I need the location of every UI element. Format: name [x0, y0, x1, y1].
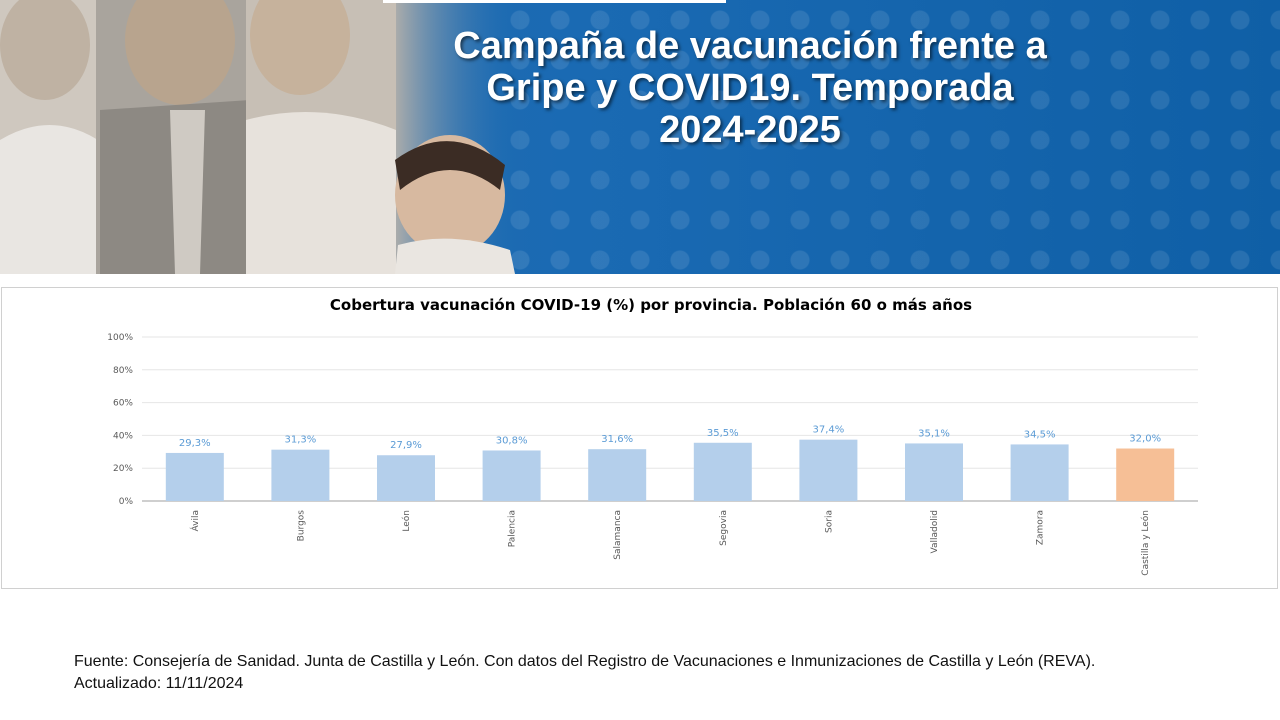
x-tick-label: Palencia — [508, 510, 518, 547]
x-tick-label: Valladolid — [930, 510, 940, 553]
x-tick-label: Salamanca — [613, 510, 623, 560]
updated-date: Actualizado: 11/11/2024 — [74, 675, 244, 692]
banner-title: Campaña de vacunación frente a Gripe y C… — [453, 25, 1047, 151]
x-tick-label: Soria — [824, 510, 834, 533]
y-tick-label: 20% — [113, 464, 133, 474]
data-label: 37,4% — [813, 425, 845, 436]
banner-dot-pattern — [500, 0, 1280, 274]
y-tick-label: 80% — [113, 366, 133, 376]
bar-burgos — [271, 449, 330, 501]
bar-castilla-y-león — [1116, 448, 1175, 501]
data-label: 31,3% — [285, 435, 317, 446]
y-tick-label: 40% — [113, 431, 133, 441]
bars — [165, 439, 1175, 501]
bar-segovia — [693, 442, 752, 501]
y-axis-ticks: 0% 20% 40% 60% 80% 100% — [107, 333, 133, 507]
data-label: 27,9% — [390, 440, 422, 451]
y-tick-label: 100% — [107, 333, 133, 343]
data-label: 34,5% — [1024, 429, 1056, 440]
x-tick-label: León — [401, 510, 412, 532]
source-note: Fuente: Consejería de Sanidad. Junta de … — [74, 651, 1264, 695]
x-tick-label: Castilla y León — [1140, 510, 1151, 576]
data-labels: 29,3% 31,3% 27,9% 30,8% 31,6% 35,5% 37,4% 35,1%… — [179, 425, 1161, 452]
bar-valladolid — [905, 443, 963, 501]
campaign-banner: Campaña de vacunación frente a Gripe y C… — [0, 0, 1280, 274]
data-label: 29,3% — [179, 438, 211, 449]
bar-león — [377, 455, 435, 501]
data-label: 35,5% — [707, 428, 739, 439]
data-label: 35,1% — [918, 428, 950, 439]
data-label: 31,6% — [601, 434, 633, 445]
y-tick-label: 60% — [113, 399, 133, 409]
source-text: Fuente: Consejería de Sanidad. Junta de … — [74, 653, 1096, 670]
bar-ávila — [165, 452, 224, 501]
bar-soria — [799, 439, 858, 501]
y-tick-label: 0% — [119, 497, 134, 507]
x-tick-label: Segovia — [719, 510, 729, 546]
x-tick-label: Ávila — [189, 510, 201, 531]
data-label: 30,8% — [496, 435, 528, 446]
x-tick-label: Burgos — [296, 510, 306, 542]
bar-salamanca — [588, 449, 647, 501]
banner-family-photo — [0, 0, 520, 274]
bar-zamora — [1010, 444, 1069, 501]
chart-title: Cobertura vacunación COVID-19 (%) por pr… — [329, 296, 973, 314]
banner-accent-line — [383, 0, 726, 3]
x-tick-label: Zamora — [1036, 510, 1046, 545]
x-axis-labels: Ávila Burgos León Palencia Salamanca Segovia S… — [189, 510, 1151, 576]
bar-palencia — [482, 450, 541, 501]
data-label: 32,0% — [1129, 434, 1161, 445]
